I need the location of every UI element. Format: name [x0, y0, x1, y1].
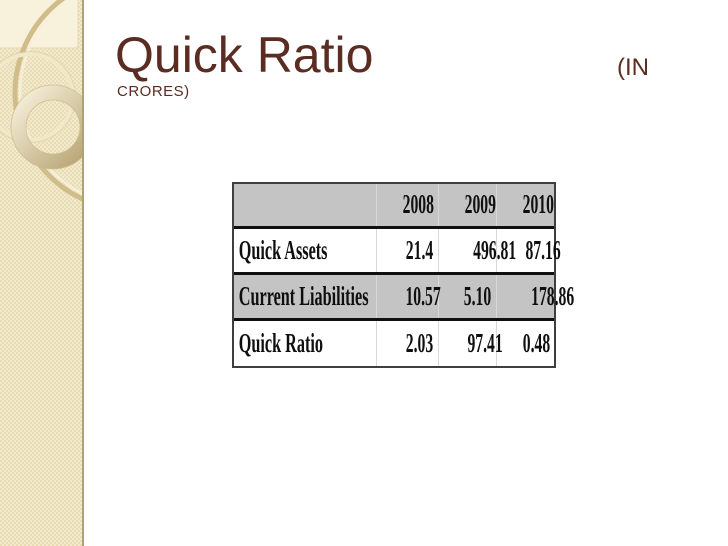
value-cell: 2.03 — [375, 319, 438, 366]
value: 21.4 — [406, 234, 434, 265]
value: 2.03 — [406, 328, 434, 359]
value-cell: 87.16 — [495, 227, 560, 274]
value: 97.41 — [466, 328, 503, 359]
row-label-cell: Quick Assets — [234, 227, 376, 273]
large-circle-highlight — [18, 0, 82, 195]
row-label-cell: Current Liabilities — [234, 273, 376, 319]
ratio-table-frame: 2008 2009 2010 Quick Assets 21.4 496.81 … — [232, 182, 574, 368]
table-row-current-liabilities: Current Liabilities 10.57 5.10 178.86 — [234, 273, 574, 320]
value: 0.48 — [522, 328, 550, 359]
table-row-quick-ratio: Quick Ratio 2.03 97.41 0.48 — [234, 319, 554, 366]
sidebar-decoration — [0, 0, 84, 546]
value: 87.16 — [524, 234, 561, 265]
unit-note-inline: (IN — [617, 54, 649, 81]
ratio-table: 2008 2009 2010 Quick Assets 21.4 496.81 … — [234, 184, 574, 366]
value: 10.57 — [404, 281, 441, 312]
year-column-header: 2009 — [437, 184, 496, 228]
year-label: 2010 — [522, 189, 554, 220]
value-cell: 10.57 — [375, 273, 440, 320]
year-column-header: 2010 — [495, 184, 554, 228]
thick-ring-outer-edge — [10, 84, 82, 170]
row-label: Quick Ratio — [238, 328, 323, 359]
value-cell: 496.81 — [437, 227, 516, 274]
page-title: Quick Ratio — [115, 27, 374, 83]
thick-ring-inner-edge — [25, 99, 81, 155]
sidebar-circles-ornament — [0, 0, 82, 202]
year-label: 2008 — [402, 189, 434, 220]
value-cell: 97.41 — [437, 319, 502, 366]
row-label: Current Liabilities — [238, 281, 369, 312]
value: 178.86 — [530, 281, 574, 312]
value: 496.81 — [472, 234, 516, 265]
value-cell: 178.86 — [495, 273, 574, 320]
large-circle-outline — [12, 0, 82, 202]
year-label: 2009 — [464, 189, 496, 220]
thick-ring — [11, 85, 82, 169]
table-row-quick-assets: Quick Assets 21.4 496.81 87.16 — [234, 227, 560, 274]
empty-corner-cell — [234, 184, 376, 227]
row-label-cell: Quick Ratio — [234, 320, 376, 366]
row-label: Quick Assets — [238, 234, 328, 265]
value-cell: 0.48 — [495, 319, 554, 366]
table-header-row: 2008 2009 2010 — [234, 184, 554, 228]
unit-note-wrapped: CRORES) — [117, 83, 190, 100]
year-column-header: 2008 — [375, 184, 438, 228]
value: 5.10 — [464, 281, 492, 312]
value-cell: 5.10 — [437, 273, 496, 320]
value-cell: 21.4 — [375, 227, 438, 274]
